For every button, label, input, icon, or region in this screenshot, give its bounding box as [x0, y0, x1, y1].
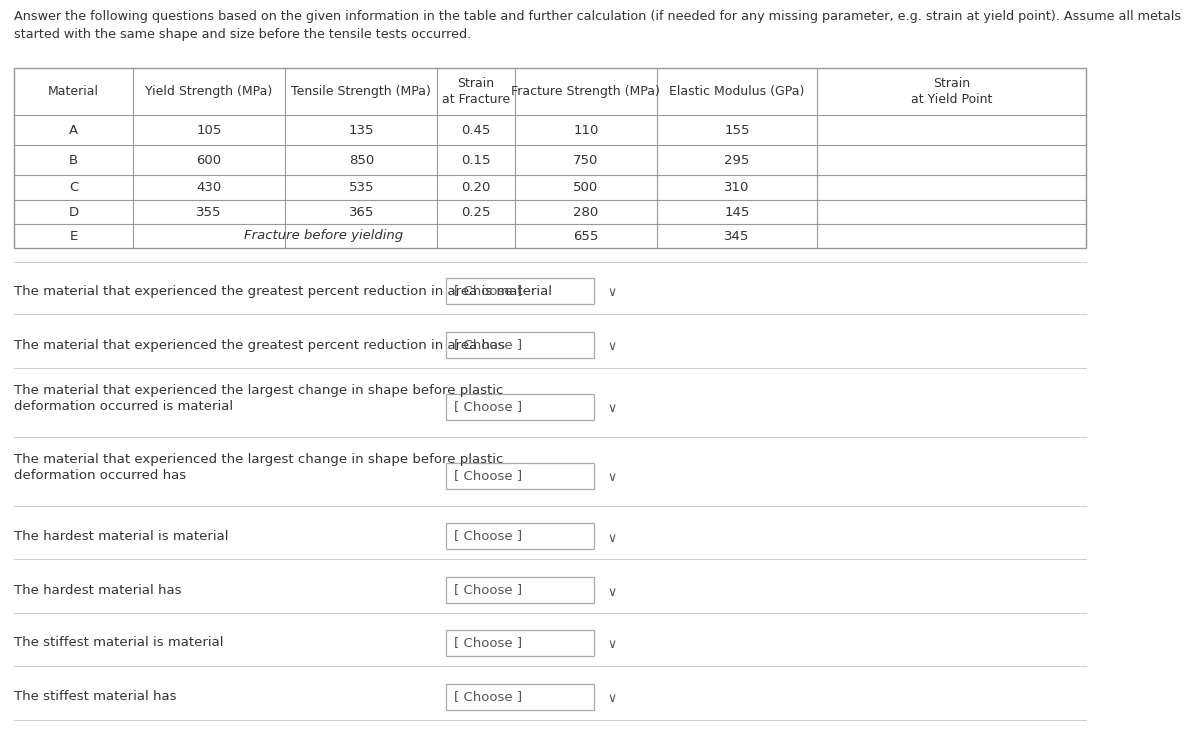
Text: ∨: ∨	[607, 531, 617, 545]
Text: 0.45: 0.45	[461, 123, 491, 137]
Text: 655: 655	[574, 230, 599, 242]
Text: [ Choose ]: [ Choose ]	[454, 690, 522, 704]
Text: deformation occurred has: deformation occurred has	[14, 469, 186, 482]
Text: 750: 750	[574, 154, 599, 166]
Text: The material that experienced the greatest percent reduction in area is material: The material that experienced the greate…	[14, 285, 552, 297]
Text: Material: Material	[48, 85, 98, 98]
Text: Elastic Modulus (GPa): Elastic Modulus (GPa)	[670, 85, 805, 98]
Text: C: C	[68, 181, 78, 194]
Text: 105: 105	[197, 123, 222, 137]
Text: 0.20: 0.20	[461, 181, 491, 194]
Text: Fracture Strength (MPa): Fracture Strength (MPa)	[511, 85, 660, 98]
Text: [ Choose ]: [ Choose ]	[454, 583, 522, 597]
Text: Strain
at Fracture: Strain at Fracture	[442, 77, 510, 106]
Text: 850: 850	[349, 154, 374, 166]
Text: [ Choose ]: [ Choose ]	[454, 339, 522, 351]
Text: 535: 535	[348, 181, 374, 194]
Text: ∨: ∨	[607, 340, 617, 354]
Text: Yield Strength (MPa): Yield Strength (MPa)	[145, 85, 272, 98]
Bar	[446, 394, 594, 420]
Text: 280: 280	[574, 206, 599, 218]
Text: 135: 135	[348, 123, 374, 137]
Text: The hardest material is material: The hardest material is material	[14, 530, 228, 542]
Text: The material that experienced the largest change in shape before plastic: The material that experienced the larges…	[14, 453, 503, 466]
Bar	[446, 523, 594, 549]
Text: The material that experienced the greatest percent reduction in area has: The material that experienced the greate…	[14, 339, 505, 351]
Text: ∨: ∨	[607, 692, 617, 706]
Text: Strain
at Yield Point: Strain at Yield Point	[911, 77, 992, 106]
Text: The stiffest material is material: The stiffest material is material	[14, 637, 223, 649]
Text: [ Choose ]: [ Choose ]	[454, 637, 522, 649]
Text: 110: 110	[574, 123, 599, 137]
Text: B: B	[68, 154, 78, 166]
Text: The material that experienced the largest change in shape before plastic: The material that experienced the larges…	[14, 384, 503, 397]
Text: 295: 295	[725, 154, 750, 166]
Text: [ Choose ]: [ Choose ]	[454, 469, 522, 482]
Text: ∨: ∨	[607, 402, 617, 415]
Bar	[446, 577, 594, 603]
Text: D: D	[68, 206, 78, 218]
Text: E: E	[70, 230, 78, 242]
Bar	[446, 462, 594, 488]
Text: 430: 430	[197, 181, 222, 194]
Text: ∨: ∨	[607, 471, 617, 484]
Text: 155: 155	[725, 123, 750, 137]
Text: 500: 500	[574, 181, 599, 194]
Text: 0.15: 0.15	[461, 154, 491, 166]
Text: Tensile Strength (MPa): Tensile Strength (MPa)	[292, 85, 431, 98]
Text: 365: 365	[349, 206, 374, 218]
Text: 310: 310	[725, 181, 750, 194]
Bar	[446, 278, 594, 304]
Text: Fracture before yielding: Fracture before yielding	[245, 230, 403, 242]
Text: started with the same shape and size before the tensile tests occurred.: started with the same shape and size bef…	[14, 28, 472, 41]
Text: ∨: ∨	[607, 287, 617, 299]
Text: [ Choose ]: [ Choose ]	[454, 285, 522, 297]
Text: 0.25: 0.25	[461, 206, 491, 218]
Text: A: A	[68, 123, 78, 137]
Text: 355: 355	[197, 206, 222, 218]
Text: ∨: ∨	[607, 585, 617, 599]
Text: deformation occurred is material: deformation occurred is material	[14, 400, 233, 413]
Text: 600: 600	[197, 154, 222, 166]
Bar	[446, 630, 594, 656]
Text: [ Choose ]: [ Choose ]	[454, 400, 522, 413]
Text: The hardest material has: The hardest material has	[14, 583, 181, 597]
Text: The stiffest material has: The stiffest material has	[14, 690, 176, 704]
Text: 345: 345	[725, 230, 750, 242]
Bar	[446, 684, 594, 710]
Text: [ Choose ]: [ Choose ]	[454, 530, 522, 542]
Bar	[14, 68, 1086, 248]
Text: ∨: ∨	[607, 638, 617, 652]
Text: Answer the following questions based on the given information in the table and f: Answer the following questions based on …	[14, 10, 1181, 23]
Text: 145: 145	[725, 206, 750, 218]
Bar	[446, 332, 594, 358]
